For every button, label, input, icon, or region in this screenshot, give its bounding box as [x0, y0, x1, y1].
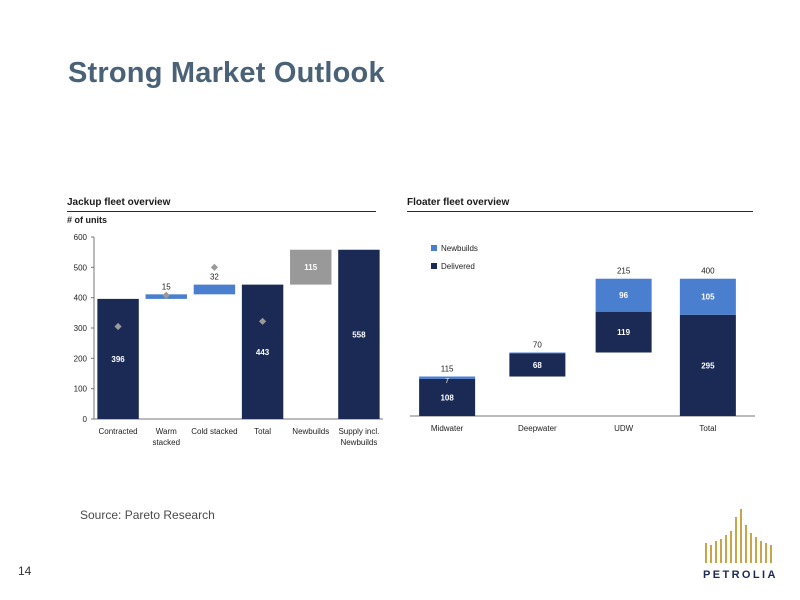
- jackup-x-tick-label: Newbuilds: [292, 427, 329, 436]
- floater-newbuilds-label: 105: [701, 293, 715, 302]
- jackup-x-tick-label-line: Contracted: [99, 427, 138, 436]
- floater-delivered-bar-2: [509, 353, 566, 377]
- jackup-y-tick-label: 200: [74, 354, 88, 363]
- jackup-marker-diamond: [114, 322, 122, 331]
- floater-x-tick-label: Midwater: [431, 424, 464, 433]
- floater-newbuilds-label: 96: [619, 291, 628, 300]
- floater-x-tick-label: Total: [699, 424, 716, 433]
- floater-delivered-label: 68: [533, 361, 542, 370]
- floater-x-tick-label: UDW: [614, 424, 634, 433]
- jackup-marker-diamond: [210, 263, 219, 271]
- floater-total-label: 400: [701, 267, 715, 276]
- jackup-x-tick-label: Warm stacked: [152, 427, 180, 447]
- floater-delivered-label: 119: [617, 328, 630, 337]
- floater-chart-title: Floater fleet overview: [407, 197, 510, 208]
- floater-total-label: 115: [441, 365, 454, 374]
- jackup-y-tick-label: 400: [74, 294, 88, 303]
- petrolia-logo-icon: [705, 509, 772, 563]
- floater-newbuilds-bar-1: [419, 376, 476, 379]
- source-note: Source: Pareto Research: [80, 508, 215, 522]
- jackup-bar-label: 396: [111, 355, 125, 364]
- jackup-x-tick-label-line: Newbuilds: [340, 438, 377, 447]
- floater-legend-label: Delivered: [441, 262, 475, 271]
- floater-chart: 108 7 115 Midwater 68 70 Deepwater 119 96 215 UDW 2…: [410, 244, 755, 433]
- jackup-x-tick-label-line: Supply incl.: [338, 427, 379, 436]
- floater-newbuilds-label: 7: [445, 378, 449, 385]
- jackup-x-tick-label: Supply incl. Newbuilds: [338, 427, 379, 447]
- jackup-title-rule: [67, 211, 376, 212]
- jackup-bar-label: 443: [256, 348, 270, 357]
- jackup-chart-title: Jackup fleet overview: [67, 197, 171, 208]
- jackup-ylabel: # of units: [67, 215, 107, 225]
- jackup-bar-label: 115: [304, 263, 317, 272]
- page-title: Strong Market Outlook: [68, 57, 385, 89]
- jackup-y-tick-label: 300: [74, 324, 88, 333]
- jackup-x-tick-label: Contracted: [99, 427, 138, 436]
- jackup-bar-4: [241, 284, 284, 419]
- floater-newbuilds-bar-4: [679, 278, 736, 315]
- floater-legend-swatch: [431, 245, 437, 251]
- floater-title-rule: [407, 211, 753, 212]
- floater-delivered-bar-1: [419, 378, 476, 416]
- floater-delivered-label: 295: [701, 361, 715, 370]
- jackup-x-tick-label: Total: [254, 427, 271, 436]
- jackup-bar-label: 32: [210, 273, 219, 282]
- floater-delivered-bar-3: [595, 311, 652, 353]
- floater-legend-swatch: [431, 263, 437, 269]
- jackup-bar-3: [193, 284, 236, 295]
- page-number: 14: [18, 564, 32, 578]
- jackup-y-tick-label: 500: [74, 263, 88, 272]
- jackup-x-tick-label-line: Total: [254, 427, 271, 436]
- jackup-bar-label: 558: [352, 330, 366, 339]
- logo-text: PETROLIA: [703, 569, 778, 581]
- jackup-y-tick-label: 0: [83, 415, 88, 424]
- jackup-bar-6: [338, 249, 380, 419]
- jackup-x-tick-label-line: Cold stacked: [191, 427, 237, 436]
- jackup-bar-5: [290, 249, 332, 285]
- jackup-x-tick-label-line: Newbuilds: [292, 427, 329, 436]
- jackup-bar-1: [97, 298, 139, 419]
- jackup-x-tick-label: Cold stacked: [191, 427, 237, 436]
- floater-delivered-label: 108: [440, 393, 454, 402]
- floater-newbuilds-bar-3: [595, 278, 652, 312]
- floater-delivered-bar-4: [679, 314, 736, 416]
- floater-x-tick-label: Deepwater: [518, 424, 557, 433]
- floater-newbuilds-bar-2: [509, 352, 566, 354]
- floater-total-label: 70: [533, 341, 542, 350]
- floater-legend-label: Newbuilds: [441, 244, 478, 253]
- jackup-y-tick-label: 600: [74, 233, 88, 242]
- jackup-y-tick-label: 100: [74, 385, 88, 394]
- jackup-x-tick-label-line: stacked: [152, 438, 180, 447]
- jackup-marker-diamond: [162, 291, 170, 299]
- jackup-x-tick-label-line: Warm: [156, 427, 177, 436]
- jackup-bar-label: 15: [162, 282, 171, 291]
- floater-total-label: 215: [617, 267, 631, 276]
- jackup-chart: 0 100 200 300 400 500 600 396 15 32 443 115 558 Contr…: [74, 233, 383, 447]
